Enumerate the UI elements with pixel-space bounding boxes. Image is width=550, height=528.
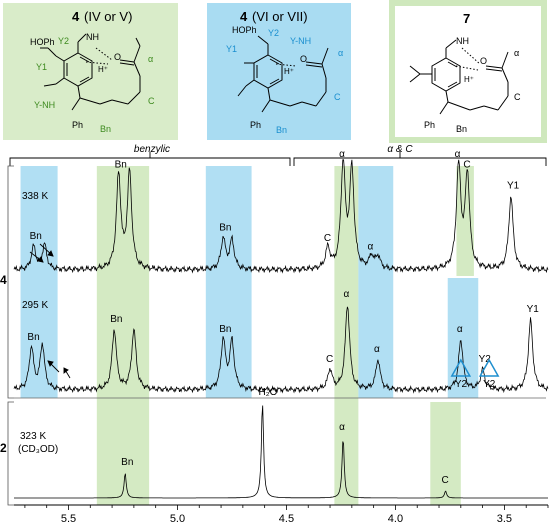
spectrum-label-338K: 338 K (22, 191, 48, 202)
annotation-arrows (29, 243, 71, 379)
bracket-alpha-c (293, 152, 547, 166)
spectrum-label-solvent: (CD₃OD) (18, 444, 58, 455)
structure-panel-middle: 4 (VI or VII) HOPh Y2 (207, 3, 351, 140)
mol-right-o: O (480, 56, 487, 66)
spectrum-label-323K: 323 K (20, 431, 46, 442)
peak-label: Bn (30, 231, 42, 242)
highlight-band (205, 166, 252, 398)
x-tick-label: 5.0 (170, 513, 185, 525)
highlight-band (20, 166, 58, 398)
panel-middle-number: 4 (240, 9, 248, 24)
peak-label: Y2 (479, 354, 492, 365)
spectrum-trace (14, 405, 548, 499)
mol-left-y2: Y2 (58, 36, 69, 46)
mol-left-bn: Bn (100, 124, 111, 134)
highlight-band (358, 166, 394, 398)
highlight-band (456, 166, 474, 276)
mol-right-hplus: H⁺ (464, 75, 474, 84)
peak-label: Bn (110, 314, 122, 325)
mol-left-o: O (114, 52, 121, 62)
highlight-band (447, 278, 479, 398)
mol-right-nh: NH (456, 36, 469, 46)
mol-mid-ynh: Y-NH (290, 36, 311, 46)
mol-left-nh: NH (86, 32, 99, 42)
mol-right-ph: Ph (424, 120, 435, 130)
peak-label: α (343, 289, 349, 300)
peak-label: α (457, 324, 463, 335)
molecule-right (409, 39, 509, 115)
mol-left-y1: Y1 (36, 62, 47, 72)
marker-label: Y2 (455, 379, 468, 390)
peak-label: α (339, 149, 345, 160)
mol-mid-hoph: HOPh (232, 25, 257, 35)
mol-mid-ph: Ph (250, 120, 261, 130)
marker-label: Y2 (483, 379, 496, 390)
x-tick-label: 5.5 (61, 513, 76, 525)
mol-mid-y1: Y1 (226, 44, 237, 54)
highlight-band (430, 402, 461, 505)
row-frame (7, 165, 14, 506)
bracket-benzylic (9, 152, 291, 166)
peak-label: H₂O (258, 387, 277, 398)
peak-label: α (455, 149, 461, 160)
mol-mid-o: O (300, 54, 307, 64)
panel-right-number: 7 (463, 11, 470, 26)
highlight-bands (20, 166, 479, 505)
peak-label: C (324, 233, 331, 244)
mol-left-hplus: H⁺ (98, 65, 108, 74)
x-tick-label: 4.0 (388, 513, 403, 525)
peak-label: Bn (219, 223, 231, 234)
peak-label: Y1 (527, 304, 540, 315)
peak-label: Bn (27, 332, 39, 343)
mol-mid-c: C (334, 92, 341, 102)
x-tick-label: 3.5 (497, 513, 512, 525)
spectrum-traces (13, 159, 549, 499)
mol-left-ph: Ph (72, 120, 83, 130)
peak-label: Bn (121, 457, 133, 468)
compound-2-label: 2 (0, 441, 7, 455)
panel-middle-title: (VI or VII) (252, 9, 308, 24)
mol-left-hoph: HOPh (30, 37, 55, 47)
mol-mid-alpha: α (338, 48, 343, 58)
bracket-benzylic-label: benzylic (134, 144, 170, 155)
panel-left-title: (IV or V) (84, 9, 132, 24)
y2-marker-triangle (478, 358, 500, 377)
molecule-middle (237, 35, 329, 113)
highlight-band (334, 166, 359, 505)
peak-label: C (442, 475, 449, 486)
mol-right-c: C (514, 92, 521, 102)
x-tick-label: 4.5 (279, 513, 294, 525)
peak-label: α (339, 422, 345, 433)
bracket-alpha-c-label: α & C (387, 144, 413, 155)
y2-marker-triangle (450, 358, 472, 377)
peak-label: C (326, 354, 333, 365)
peak-label: Bn (219, 324, 231, 335)
spectrum-label-295K: 295 K (22, 300, 48, 311)
mol-left-c: C (148, 96, 155, 106)
mol-mid-bn: Bn (276, 125, 287, 135)
mol-mid-hplus: H⁺ (284, 67, 294, 76)
mol-right-bn: Bn (456, 124, 467, 134)
spectrum-trace (13, 306, 549, 394)
peak-label: Bn (115, 160, 127, 171)
mol-left-alpha: α (148, 54, 153, 64)
spectrum-trace (13, 159, 549, 274)
mol-left-ynh: Y-NH (34, 100, 55, 110)
peak-label: α (374, 344, 380, 355)
panel-left-number: 4 (72, 9, 80, 24)
structure-panel-left: 4 (IV or V) (3, 3, 178, 140)
structure-panel-right: 7 NH H⁺ O (389, 0, 547, 143)
mol-right-alpha: α (514, 48, 519, 58)
peak-label: C (463, 160, 470, 171)
compound-4-label: 4 (0, 273, 7, 287)
peak-label: α (367, 241, 373, 252)
x-axis: 5.5 5.0 4.5 4.0 3.5 (14, 504, 549, 525)
molecule-left (40, 33, 141, 111)
mol-mid-y2: Y2 (268, 28, 279, 38)
highlight-band (96, 166, 150, 505)
peak-label: Y1 (507, 181, 520, 192)
